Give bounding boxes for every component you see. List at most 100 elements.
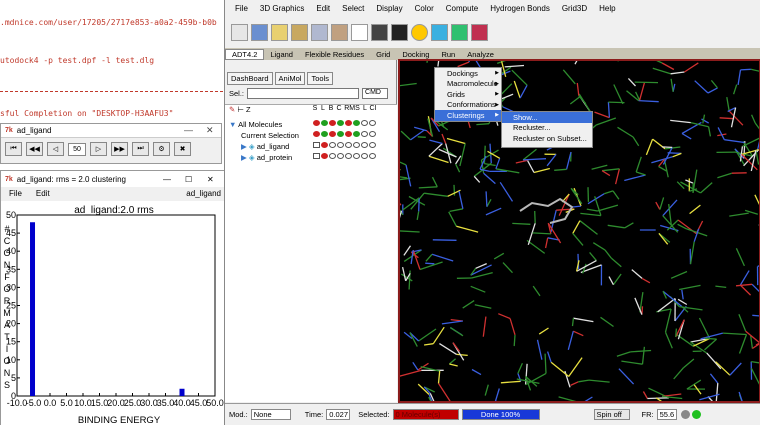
backbone-icon[interactable] (351, 24, 368, 41)
menu-item-show[interactable]: Show... (502, 112, 592, 123)
pencil-icon[interactable] (271, 24, 288, 41)
col-header[interactable]: CI (369, 105, 377, 112)
tab-ligand[interactable]: Ligand (264, 50, 299, 59)
tree-row-current-selection[interactable]: Current Selection (241, 131, 299, 140)
molecule-icon[interactable] (471, 24, 488, 41)
menu-hydrogen-bonds[interactable]: Hydrogen Bonds (484, 4, 556, 13)
frame-field[interactable]: 50 (68, 143, 86, 156)
menu-item-grids[interactable]: Grids▶ (435, 89, 501, 100)
col-header[interactable]: RMS (343, 105, 361, 112)
play-button[interactable]: ▷ (90, 142, 107, 156)
x-axis-label: BINDING ENERGY (78, 415, 161, 425)
menu-edit[interactable]: Edit (310, 4, 336, 13)
selected-value: 0 Molecule(s) (393, 409, 459, 420)
tab-docking[interactable]: Docking (396, 50, 435, 59)
mod-value: None (251, 409, 291, 420)
minimize-icon[interactable]: — (184, 125, 193, 135)
histogram-menu-file[interactable]: File (9, 189, 22, 198)
settings-button[interactable]: ⚙ (153, 142, 170, 156)
last-frame-button[interactable]: ⏭ (132, 142, 149, 156)
histogram-window: 7k ad_ligand: rms = 2.0 clustering — ☐ ✕… (0, 170, 228, 425)
step-back-button[interactable]: ◁ (47, 142, 64, 156)
expand-triangle-icon[interactable]: ▶ (241, 153, 247, 162)
col-header[interactable]: L (319, 105, 327, 112)
maximize-icon[interactable]: ☐ (185, 175, 192, 184)
tab-analyze[interactable]: Analyze (461, 50, 500, 59)
first-frame-button[interactable]: ⏮ (5, 142, 22, 156)
atom-icon[interactable] (311, 24, 328, 41)
close-icon[interactable]: ✕ (207, 175, 214, 184)
minimize-icon[interactable]: — (163, 175, 171, 184)
glasses-icon[interactable] (451, 24, 468, 41)
menu-select[interactable]: Select (336, 4, 370, 13)
tree-row-ligand[interactable]: ▶ ◈ ad_ligand (241, 142, 289, 151)
menu-compute[interactable]: Compute (440, 4, 484, 13)
expand-triangle-icon[interactable]: ▶ (241, 142, 247, 151)
cmd-dropdown[interactable]: CMD (362, 88, 388, 99)
fast-forward-button[interactable]: ▶▶ (111, 142, 128, 156)
tab-run[interactable]: Run (435, 50, 461, 59)
stop-indicator-icon[interactable] (681, 410, 690, 419)
menu-item-conformations[interactable]: Conformations▶ (435, 100, 501, 111)
menu-3d-graphics[interactable]: 3D Graphics (254, 4, 310, 13)
x-tick-label: 25.0 (124, 398, 142, 408)
menu-item-dockings[interactable]: Dockings▶ (435, 68, 501, 79)
select-icon[interactable]: ⊢ (237, 105, 244, 114)
display-toggles-protein[interactable] (313, 153, 376, 159)
save-icon[interactable] (251, 24, 268, 41)
menu-item-recluster-subset[interactable]: Recluster on Subset... (502, 133, 592, 144)
col-header[interactable]: L (361, 105, 369, 112)
display-toggles-selection[interactable] (313, 131, 376, 137)
x-tick-label: 50.0 (206, 398, 224, 408)
col-header[interactable]: B (327, 105, 335, 112)
menu-item-clusterings[interactable]: Clusterings▶ (435, 110, 501, 121)
rewind-button[interactable]: ◀◀ (26, 142, 43, 156)
surface-icon[interactable] (431, 24, 448, 41)
ribbon-icon[interactable] (371, 24, 388, 41)
histogram-titlebar: 7k ad_ligand: rms = 2.0 clustering — ☐ ✕ (1, 171, 227, 187)
menu-help[interactable]: Help (593, 4, 621, 13)
zoom-icon[interactable]: Z (246, 105, 251, 114)
menu-color[interactable]: Color (409, 4, 440, 13)
col-header[interactable]: C (335, 105, 343, 112)
pencil-tool-icon[interactable]: ✎ (229, 105, 235, 114)
collapse-triangle-icon[interactable]: ▼ (229, 120, 236, 129)
display-toggles-all[interactable] (313, 120, 376, 126)
go-indicator-icon[interactable] (692, 410, 701, 419)
color-wheel-icon[interactable] (411, 24, 428, 41)
menu-grid3d[interactable]: Grid3D (556, 4, 593, 13)
tab-adt42[interactable]: ADT4.2 (225, 49, 264, 60)
col-header[interactable]: S (311, 105, 319, 112)
menu-display[interactable]: Display (370, 4, 408, 13)
histogram-menu-ligand[interactable]: ad_ligand (186, 189, 221, 198)
selection-input[interactable] (247, 88, 359, 99)
molecule-icon: ◈ (249, 153, 255, 162)
chart-title: ad_ligand:2.0 rms (74, 205, 154, 216)
x-tick-label: 0.0 (44, 398, 57, 408)
close-player-button[interactable]: ✖ (174, 142, 191, 156)
tree-row-protein[interactable]: ▶ ◈ ad_protein (241, 153, 292, 162)
time-label: Time: (305, 410, 323, 419)
tab-tools[interactable]: Tools (307, 72, 333, 85)
tab-grid[interactable]: Grid (370, 50, 396, 59)
tree-toolbar-icons: ✎ ⊢ Z (229, 105, 251, 114)
menu-item-macromolecule[interactable]: Macromolecule▶ (435, 79, 501, 90)
bonds-icon[interactable] (331, 24, 348, 41)
tab-flexible-residues[interactable]: Flexible Residues (299, 50, 370, 59)
histogram-menu-edit[interactable]: Edit (36, 189, 50, 198)
display-toggles-ligand[interactable] (313, 142, 376, 148)
close-icon[interactable]: ✕ (206, 125, 214, 136)
open-file-icon[interactable] (231, 24, 248, 41)
tree-row-all-molecules[interactable]: ▼ All Molecules (229, 120, 282, 129)
ligand-label: ad_ligand (257, 142, 290, 151)
menu-item-recluster[interactable]: Recluster... (502, 123, 592, 134)
menu-file[interactable]: File (229, 4, 254, 13)
display-icon[interactable] (391, 24, 408, 41)
build-icon[interactable] (291, 24, 308, 41)
y-axis-label-char: O (3, 284, 10, 294)
tab-animol[interactable]: AniMol (275, 72, 306, 85)
spin-button[interactable]: Spin off (594, 409, 630, 420)
histogram-svg: ad_ligand:2.0 rms05101520253035404550-10… (1, 201, 227, 425)
tab-dashboard[interactable]: DashBoard (227, 72, 273, 85)
y-axis-label-char: T (4, 332, 10, 342)
